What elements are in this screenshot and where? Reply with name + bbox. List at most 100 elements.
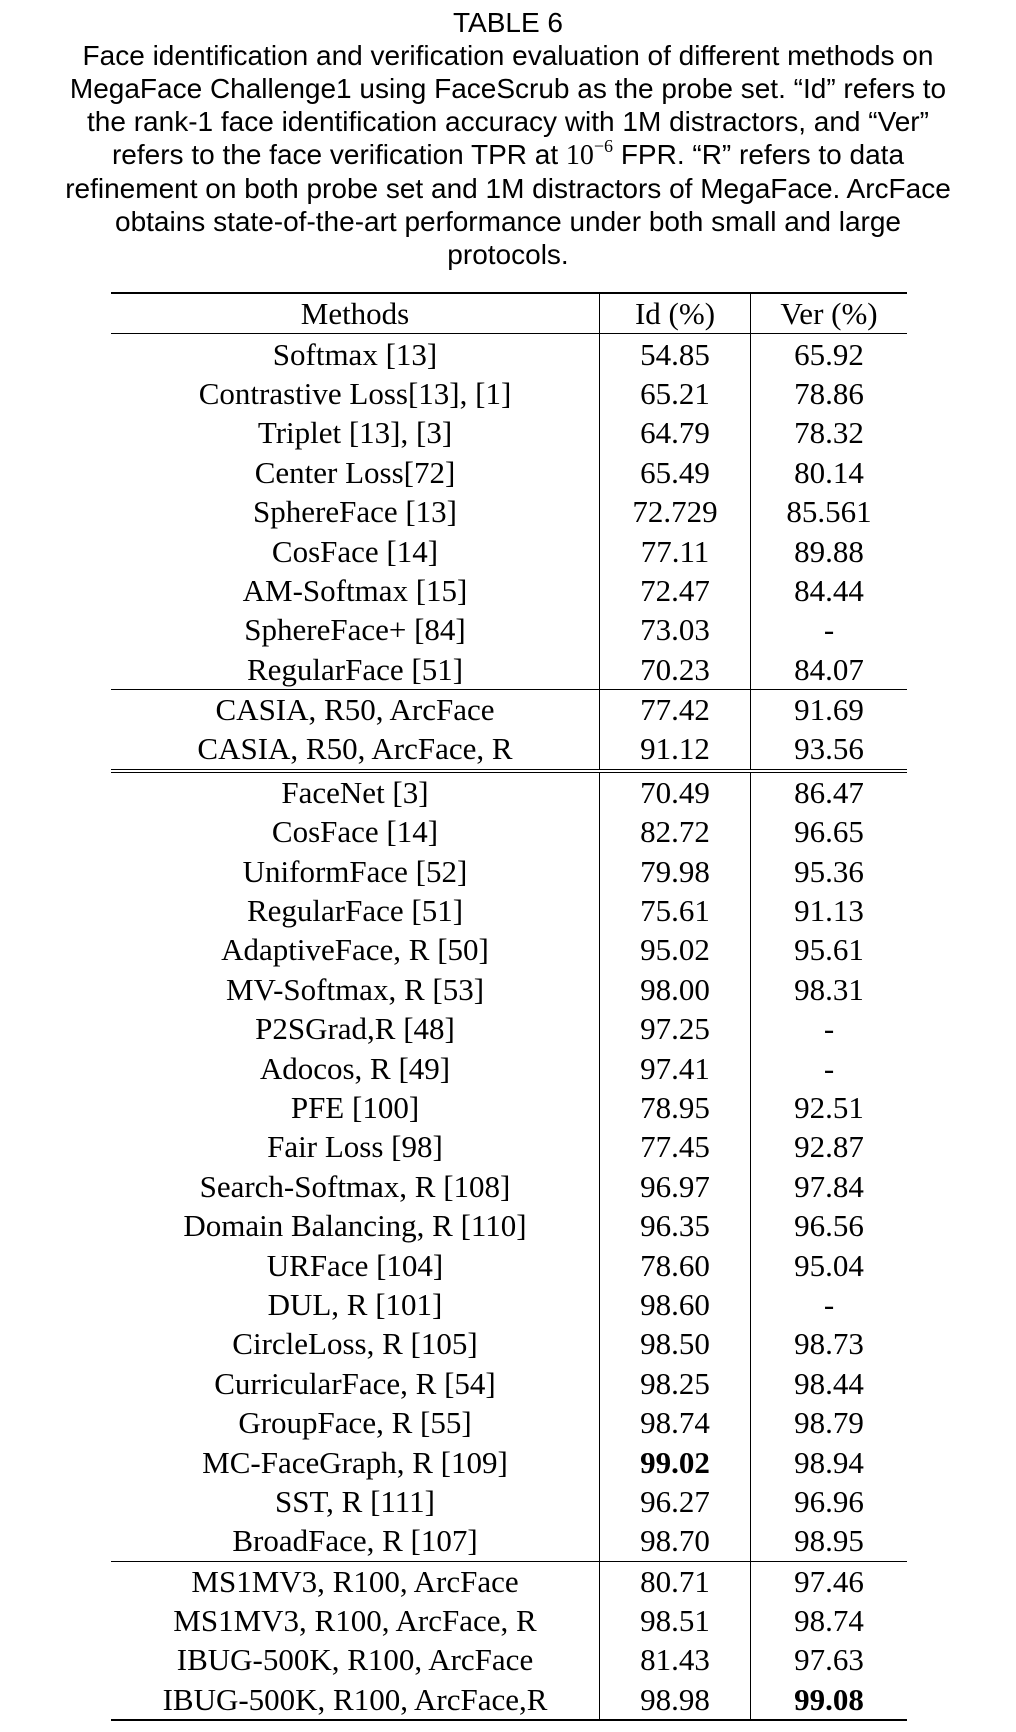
method-cell: SST, R [111] bbox=[111, 1481, 600, 1522]
method-cell: Contrastive Loss[13], [1] bbox=[111, 373, 600, 414]
ver-cell: 95.36 bbox=[794, 853, 864, 889]
id-cell: 77.45 bbox=[599, 1127, 751, 1167]
id-cell: 95.02 bbox=[599, 930, 751, 970]
ver-cell: 95.61 bbox=[794, 932, 864, 968]
table-row: Triplet [13], [3] 64.79 78.32 bbox=[111, 413, 907, 453]
id-cell: 98.50 bbox=[599, 1324, 751, 1364]
id-cell: 70.49 bbox=[599, 768, 751, 813]
method-cell: Softmax [13] bbox=[111, 333, 600, 374]
fpr-exponent: −6 bbox=[593, 136, 614, 156]
id-cell: 64.79 bbox=[599, 413, 751, 453]
method-cell: UniformFace [52] bbox=[111, 851, 600, 891]
method-cell: Triplet [13], [3] bbox=[111, 413, 600, 453]
method-cell: CosFace [14] bbox=[111, 531, 600, 571]
method-cell: MV-Softmax, R [53] bbox=[111, 969, 600, 1010]
table-row: Domain Balancing, R [110] 96.35 96.56 bbox=[111, 1205, 907, 1246]
ver-cell: 99.08 bbox=[750, 1679, 907, 1722]
table-row: RegularFace [51] 70.23 84.07 bbox=[111, 649, 907, 690]
id-cell: 96.97 bbox=[599, 1166, 751, 1206]
method-cell: AM-Softmax [15] bbox=[111, 570, 600, 611]
fpr-base: 10 bbox=[565, 140, 594, 171]
ver-cell: 97.63 bbox=[794, 1642, 864, 1678]
table-caption: TABLE 6 Face identification and verifica… bbox=[0, 6, 1016, 271]
table-row: CASIA, R50, ArcFace 77.42 91.69 bbox=[111, 688, 907, 730]
ver-cell: 96.65 bbox=[794, 814, 864, 850]
ver-cell: 96.96 bbox=[794, 1483, 864, 1519]
table-row: MS1MV3, R100, ArcFace, R 98.51 98.74 bbox=[111, 1600, 907, 1641]
ver-cell: 84.07 bbox=[794, 651, 864, 687]
id-cell: 98.60 bbox=[599, 1284, 751, 1325]
method-cell: FaceNet [3] bbox=[111, 768, 600, 813]
method-cell: PFE [100] bbox=[111, 1087, 600, 1128]
ver-cell: 85.561 bbox=[786, 494, 872, 530]
caption-line-7: protocols. bbox=[447, 239, 569, 270]
ver-cell: 92.87 bbox=[794, 1129, 864, 1165]
id-cell: 77.11 bbox=[599, 531, 751, 571]
ver-cell: 98.74 bbox=[794, 1603, 864, 1639]
id-cell: 75.61 bbox=[599, 890, 751, 931]
table-header-row: Methods Id (%) Ver (%) bbox=[111, 292, 907, 335]
table-row: FaceNet [3] 70.49 86.47 bbox=[111, 768, 907, 813]
id-cell: 91.12 bbox=[599, 729, 751, 771]
id-cell: 54.85 bbox=[599, 333, 751, 374]
table-row: Contrastive Loss[13], [1] 65.21 78.86 bbox=[111, 373, 907, 414]
table-row: GroupFace, R [55] 98.74 98.79 bbox=[111, 1402, 907, 1443]
ver-cell: 84.44 bbox=[794, 572, 864, 608]
ver-cell: 80.14 bbox=[794, 454, 864, 490]
method-cell: Center Loss[72] bbox=[111, 452, 600, 492]
ver-cell: 98.44 bbox=[794, 1365, 864, 1401]
method-cell: MC-FaceGraph, R [109] bbox=[111, 1442, 600, 1482]
ver-cell: 98.79 bbox=[794, 1405, 864, 1441]
method-cell: CASIA, R50, ArcFace bbox=[111, 688, 600, 730]
method-cell: URFace [104] bbox=[111, 1245, 600, 1285]
method-cell: AdaptiveFace, R [50] bbox=[111, 930, 600, 970]
table-row: CASIA, R50, ArcFace, R 91.12 93.56 bbox=[111, 729, 907, 771]
caption-line-4-post: FPR. “R” refers to data bbox=[613, 139, 905, 170]
ver-cell: 98.94 bbox=[794, 1444, 864, 1480]
caption-line-5: refinement on both probe set and 1M dist… bbox=[65, 173, 951, 204]
ver-cell: 92.51 bbox=[794, 1090, 864, 1125]
id-cell: 73.03 bbox=[599, 610, 751, 650]
ver-cell: - bbox=[823, 612, 835, 648]
results-table: Methods Id (%) Ver (%) Softmax [13] 54.85… bbox=[111, 292, 907, 1722]
table-row: AdaptiveFace, R [50] 95.02 95.61 bbox=[111, 930, 907, 970]
caption-line-2: MegaFace Challenge1 using FaceScrub as t… bbox=[69, 73, 947, 104]
id-cell: 98.70 bbox=[599, 1521, 751, 1561]
id-cell: 70.23 bbox=[599, 649, 751, 690]
method-cell: Search-Softmax, R [108] bbox=[111, 1166, 600, 1206]
method-cell: CurricularFace, R [54] bbox=[111, 1363, 600, 1403]
method-cell: SphereFace+ [84] bbox=[111, 610, 600, 650]
caption-line-4: refers to the face verification TPR at 1… bbox=[0, 137, 1016, 172]
ver-cell: 78.32 bbox=[794, 415, 864, 451]
method-cell: CircleLoss, R [105] bbox=[111, 1324, 600, 1364]
table-row: Adocos, R [49] 97.41 - bbox=[111, 1048, 907, 1088]
ver-cell: - bbox=[823, 1286, 835, 1322]
table-row: RegularFace [51] 75.61 91.13 bbox=[111, 890, 907, 931]
id-cell: 77.42 bbox=[599, 688, 751, 730]
ver-cell: 98.73 bbox=[794, 1326, 864, 1362]
method-cell: Domain Balancing, R [110] bbox=[111, 1205, 600, 1246]
table-row: UniformFace [52] 79.98 95.36 bbox=[111, 851, 907, 891]
header-ver: Ver (%) bbox=[750, 292, 907, 335]
ver-cell: 91.69 bbox=[750, 688, 907, 730]
table-row: MV-Softmax, R [53] 98.00 98.31 bbox=[111, 969, 907, 1010]
table-row: URFace [104] 78.60 95.04 bbox=[111, 1245, 907, 1285]
table-row: IBUG-500K, R100, ArcFace 81.43 97.63 bbox=[111, 1640, 907, 1680]
table-row: Fair Loss [98] 77.45 92.87 bbox=[111, 1127, 907, 1167]
ver-cell: 98.31 bbox=[794, 971, 864, 1007]
caption-line-6: obtains state-of-the-art performance und… bbox=[115, 206, 901, 237]
ver-cell: 95.04 bbox=[794, 1247, 864, 1283]
table-body: Softmax [13] 54.85 65.92 Contrastive Loss[1… bbox=[111, 333, 907, 1722]
id-cell: 98.00 bbox=[599, 969, 751, 1010]
caption-line-4-pre: refers to the face verification TPR at bbox=[111, 139, 566, 170]
table-row: Search-Softmax, R [108] 96.97 97.84 bbox=[111, 1166, 907, 1206]
id-cell: 78.95 bbox=[599, 1087, 751, 1128]
table-row: MC-FaceGraph, R [109] 99.02 98.94 bbox=[111, 1442, 907, 1482]
ver-cell: 97.84 bbox=[794, 1168, 864, 1204]
id-cell: 81.43 bbox=[599, 1640, 751, 1680]
caption-line-3: the rank-1 face identification accuracy … bbox=[87, 106, 929, 137]
table-row: CosFace [14] 77.11 89.88 bbox=[111, 531, 907, 571]
table-row: CosFace [14] 82.72 96.65 bbox=[111, 812, 907, 852]
fpr-value: 10−6 bbox=[565, 137, 613, 171]
id-cell: 97.25 bbox=[599, 1009, 751, 1049]
